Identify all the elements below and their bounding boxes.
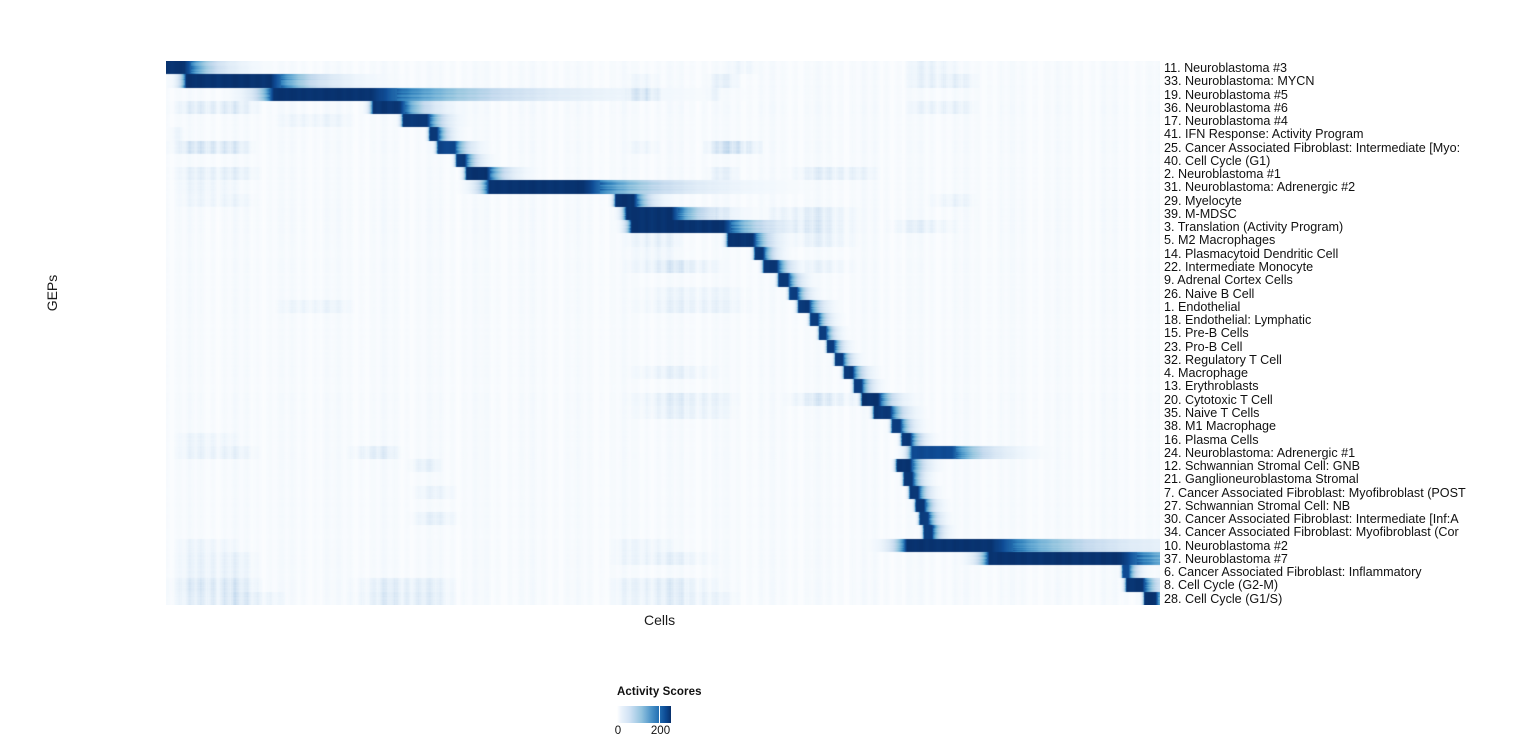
colorbar-tick-label: 200 [650,725,671,737]
gep-row-label: 37. Neuroblastoma #7 [1164,552,1288,566]
gep-row-label: 27. Schwannian Stromal Cell: NB [1164,499,1351,513]
gep-row-label: 16. Plasma Cells [1164,433,1259,447]
x-axis-label-text: Cells [644,612,676,628]
heatmap-canvas [166,61,1160,605]
gep-row-label: 28. Cell Cycle (G1/S) [1164,592,1283,606]
gep-row-label-list: 11. Neuroblastoma #3 33. Neuroblastoma: M… [1164,61,1540,613]
gep-row-label: 31. Neuroblastoma: Adrenergic #2 [1164,180,1356,194]
gep-row-label: 10. Neuroblastoma #2 [1164,539,1288,553]
gep-row-label: 23. Pro-B Cell [1164,340,1243,354]
gep-row-label: 9. Adrenal Cortex Cells [1164,273,1293,287]
gep-row-label: 4. Macrophage [1164,366,1249,380]
colorbar-title: Activity Scores [617,686,702,698]
gep-row-label: 6. Cancer Associated Fibroblast: Inflamm… [1164,565,1422,579]
gep-row-label: 12. Schwannian Stromal Cell: GNB [1164,459,1360,473]
gep-row-label: 13. Erythroblasts [1164,379,1259,393]
colorbar-gradient [617,706,671,723]
gep-row-label: 40. Cell Cycle (G1) [1164,154,1271,168]
gep-row-label: 24. Neuroblastoma: Adrenergic #1 [1164,446,1356,460]
gep-row-label: 5. M2 Macrophages [1164,233,1276,247]
gep-row-label: 3. Translation (Activity Program) [1164,220,1344,234]
gep-row-label: 2. Neuroblastoma #1 [1164,167,1281,181]
gep-row-label: 26. Naive B Cell [1164,287,1255,301]
gep-row-label: 19. Neuroblastoma #5 [1164,88,1288,102]
y-axis-label: GEPs [44,274,60,312]
gep-row-label: 39. M-MDSC [1164,207,1237,221]
gep-row-label: 34. Cancer Associated Fibroblast: Myofib… [1164,525,1459,539]
gep-row-label: 1. Endothelial [1164,300,1241,314]
colorbar-tick-label: 0 [614,725,622,737]
gep-row-label: 15. Pre-B Cells [1164,326,1249,340]
gep-row-label: 35. Naive T Cells [1164,406,1260,420]
colorbar-legend: Activity Scores 0 200 [614,686,857,739]
gep-row-label: 25. Cancer Associated Fibroblast: Interm… [1164,141,1461,155]
colorbar-tick-labels: 0 200 [614,725,857,739]
gep-row-label: 21. Ganglioneuroblastoma Stromal [1164,472,1359,486]
gep-row-label: 8. Cell Cycle (G2-M) [1164,578,1279,592]
gep-row-label: 33. Neuroblastoma: MYCN [1164,74,1315,88]
gep-row-label: 41. IFN Response: Activity Program [1164,127,1364,141]
gep-row-label: 18. Endothelial: Lymphatic [1164,313,1312,327]
gep-row-label: 14. Plasmacytoid Dendritic Cell [1164,247,1339,261]
gep-row-label: 20. Cytotoxic T Cell [1164,393,1273,407]
colorbar-bar-wrap [617,706,671,723]
gep-row-label: 29. Myelocyte [1164,194,1242,208]
colorbar-tick [658,706,661,723]
gep-row-label: 17. Neuroblastoma #4 [1164,114,1288,128]
gep-row-label: 32. Regulatory T Cell [1164,353,1282,367]
gep-row-label: 22. Intermediate Monocyte [1164,260,1314,274]
gep-row-label: 30. Cancer Associated Fibroblast: Interm… [1164,512,1459,526]
heatmap-plot-area [166,61,1160,605]
gep-row-label: 36. Neuroblastoma #6 [1164,101,1288,115]
gep-row-label: 11. Neuroblastoma #3 [1164,61,1287,75]
gep-row-label: 7. Cancer Associated Fibroblast: Myofibr… [1164,486,1466,500]
gep-row-label: 38. M1 Macrophage [1164,419,1277,433]
